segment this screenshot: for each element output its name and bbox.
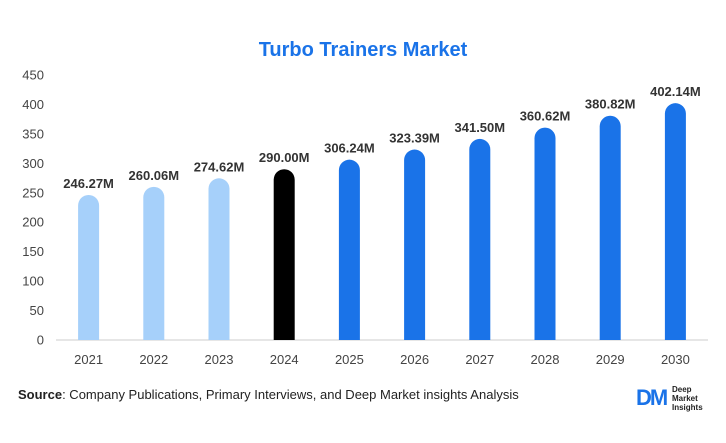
logo-mark: DM [636, 385, 668, 410]
y-tick-label: 350 [22, 126, 44, 141]
y-tick-label: 0 [37, 333, 44, 348]
y-axis: 0 50 100 150 200 250 300 350 400 450 [22, 68, 44, 348]
bars-group: 246.27M 260.06M 274.62M 290.00M 306.24M 323.3… [63, 84, 701, 340]
x-tick-label: 2028 [531, 352, 560, 367]
data-label-2029: 380.82M [585, 97, 636, 112]
company-logo: DM Deep Market Insights [636, 385, 716, 413]
source-note: Source: Company Publications, Primary In… [18, 387, 519, 402]
x-tick-label: 2021 [74, 352, 103, 367]
data-label-2021: 246.27M [63, 176, 114, 191]
y-tick-label: 400 [22, 97, 44, 112]
y-tick-label: 50 [30, 303, 44, 318]
bar-2023 [208, 178, 230, 340]
x-axis: 2021 2022 2023 2024 2025 2026 2027 2028 2029 2030 [74, 352, 690, 367]
bar-2028 [534, 127, 556, 340]
source-label: Source [18, 387, 63, 402]
x-tick-label: 2023 [205, 352, 234, 367]
bar-2030 [664, 103, 686, 340]
bar-2022 [143, 186, 165, 340]
data-label-2026: 323.39M [389, 131, 440, 146]
y-tick-label: 150 [22, 244, 44, 259]
bar-2024 [273, 169, 295, 340]
bar-2029 [599, 115, 621, 340]
data-label-2028: 360.62M [520, 109, 571, 124]
chart-title: Turbo Trainers Market [259, 39, 468, 61]
bar-2027 [469, 138, 491, 340]
y-tick-label: 250 [22, 185, 44, 200]
x-tick-label: 2030 [661, 352, 690, 367]
x-tick-label: 2025 [335, 352, 364, 367]
x-tick-label: 2022 [139, 352, 168, 367]
data-label-2030: 402.14M [650, 84, 701, 99]
x-tick-label: 2029 [596, 352, 625, 367]
y-tick-label: 100 [22, 274, 44, 289]
bar-2025 [338, 159, 360, 340]
logo-line-1: Deep [672, 385, 692, 394]
y-tick-label: 450 [22, 68, 44, 83]
logo-line-2: Market [672, 394, 698, 403]
x-tick-label: 2027 [465, 352, 494, 367]
logo-text: Deep Market Insights [672, 385, 703, 412]
source-text: : Company Publications, Primary Intervie… [62, 387, 519, 402]
y-tick-label: 200 [22, 215, 44, 230]
data-label-2022: 260.06M [129, 168, 180, 183]
x-tick-label: 2026 [400, 352, 429, 367]
data-label-2024: 290.00M [259, 150, 310, 165]
data-label-2025: 306.24M [324, 141, 375, 156]
x-tick-label: 2024 [270, 352, 299, 367]
logo-line-3: Insights [672, 403, 703, 412]
data-label-2027: 341.50M [455, 120, 506, 135]
bar-2021 [78, 194, 100, 340]
bar-2026 [404, 149, 426, 340]
data-label-2023: 274.62M [194, 159, 245, 174]
y-tick-label: 300 [22, 156, 44, 171]
